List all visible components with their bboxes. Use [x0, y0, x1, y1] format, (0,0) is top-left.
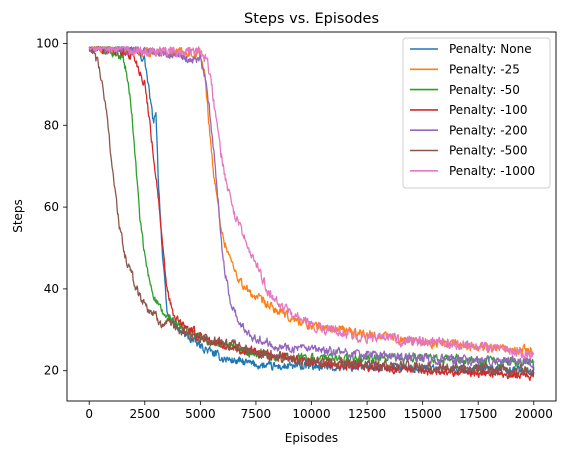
x-tick-label: 17500 [459, 407, 497, 421]
legend-box [402, 37, 551, 189]
series-line-7 [88, 46, 535, 360]
x-tick-label: 15000 [404, 407, 442, 421]
x-tick-label: 7500 [241, 407, 272, 421]
y-axis-label: Steps [11, 199, 25, 233]
x-axis: 0 2500 5000 7500 10000 12500 15000 17500 20000 [85, 401, 553, 421]
x-axis-label: Episodes [285, 431, 338, 445]
y-axis: 20 40 60 80 100 [36, 36, 67, 378]
y-tick-label: 20 [44, 364, 59, 378]
x-tick-label: 20000 [515, 407, 553, 421]
x-tick-label: 0 [85, 407, 93, 421]
legend-entry-label: Penalty: -1000 [449, 164, 535, 178]
series-layer [88, 46, 535, 382]
y-tick-label: 100 [36, 36, 59, 50]
series-line-6 [88, 46, 535, 378]
x-tick-label: 12500 [348, 407, 386, 421]
series-line-5 [88, 46, 535, 369]
legend-entry-label: Penalty: -25 [449, 63, 520, 77]
chart-title: Steps vs. Episodes [244, 11, 379, 27]
legend-entry-label: Penalty: -100 [449, 103, 528, 117]
y-tick-label: 60 [44, 200, 59, 214]
y-tick-label: 40 [44, 282, 59, 296]
legend-entry-label: Penalty: -500 [449, 144, 528, 158]
legend-entry-label: Penalty: None [449, 42, 532, 56]
y-tick-label: 80 [44, 118, 59, 132]
legend: Penalty: None Penalty: -25 Penalty: -50 Pen… [402, 37, 551, 189]
x-tick-label: 2500 [130, 407, 161, 421]
x-tick-label: 5000 [185, 407, 216, 421]
legend-entry-label: Penalty: -200 [449, 123, 528, 137]
x-tick-label: 10000 [292, 407, 330, 421]
legend-entry-label: Penalty: -50 [449, 83, 520, 97]
